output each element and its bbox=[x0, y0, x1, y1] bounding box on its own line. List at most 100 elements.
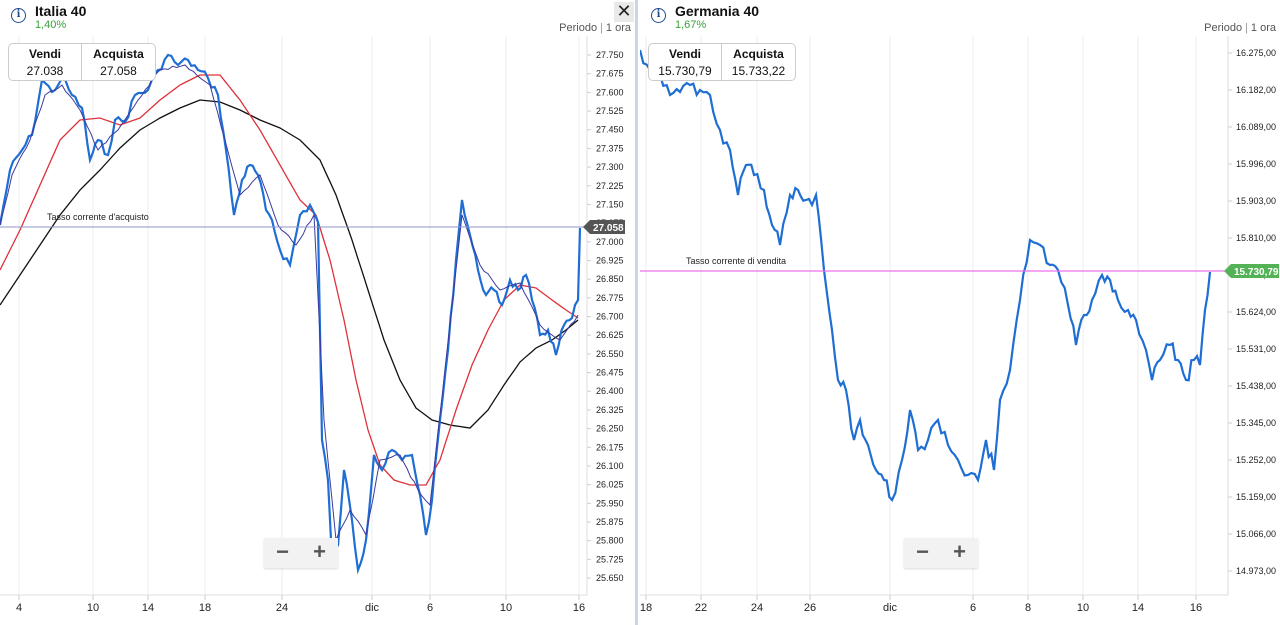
sell-button[interactable]: Vendi 15.730,79 bbox=[649, 44, 721, 80]
moving-average-black bbox=[0, 99, 579, 429]
y-tick-label: 27.225 bbox=[596, 181, 624, 191]
buy-button[interactable]: Acquista 27.058 bbox=[82, 44, 155, 80]
period-value[interactable]: 1 ora bbox=[1250, 22, 1276, 34]
y-tick-label: 26.700 bbox=[596, 312, 624, 322]
y-tick-label: 15.066,00 bbox=[1236, 529, 1276, 539]
rate-line-label: Tasso corrente di vendita bbox=[686, 256, 786, 266]
y-tick-label: 26.625 bbox=[596, 330, 624, 340]
sell-value: 15.730,79 bbox=[658, 64, 712, 78]
sell-button[interactable]: Vendi 27.038 bbox=[9, 44, 81, 80]
x-tick-label: 16 bbox=[1190, 602, 1202, 614]
zoom-in-button[interactable]: + bbox=[313, 539, 326, 564]
x-tick-label: 26 bbox=[804, 602, 816, 614]
period-selector[interactable]: Periodo | 1 ora bbox=[1204, 22, 1276, 34]
x-tick-label: 6 bbox=[427, 602, 433, 614]
y-tick-label: 16.182,00 bbox=[1236, 85, 1276, 95]
x-tick-label: dic bbox=[883, 602, 898, 614]
chart-panel-germania-40: i Germania 40 1,67% Periodo | 1 ora Tasso … bbox=[640, 0, 1280, 625]
y-tick-label: 27.750 bbox=[596, 50, 624, 60]
change-percent: 1,40% bbox=[35, 19, 67, 31]
info-icon[interactable]: i bbox=[11, 8, 26, 23]
y-tick-label: 27.600 bbox=[596, 87, 624, 97]
y-tick-label: 27.300 bbox=[596, 162, 624, 172]
instrument-title: Italia 40 bbox=[35, 3, 87, 19]
y-tick-label: 25.800 bbox=[596, 536, 624, 546]
price-line bbox=[640, 49, 1212, 502]
zoom-in-button[interactable]: + bbox=[953, 539, 966, 564]
current-rate-tag: 27.058 bbox=[583, 220, 625, 234]
x-tick-label: 18 bbox=[199, 602, 211, 614]
price-line bbox=[0, 53, 582, 575]
x-tick-label: 10 bbox=[87, 602, 99, 614]
y-tick-label: 27.525 bbox=[596, 106, 624, 116]
panel-header: i Germania 40 1,67% Periodo | 1 ora bbox=[640, 0, 1280, 36]
change-percent: 1,67% bbox=[675, 19, 707, 31]
close-button[interactable]: ✕ bbox=[614, 2, 634, 22]
x-tick-label: 8 bbox=[1025, 602, 1031, 614]
x-tick-label: 16 bbox=[573, 602, 585, 614]
y-tick-label: 15.159,00 bbox=[1236, 492, 1276, 502]
buy-button[interactable]: Acquista 15.733,22 bbox=[722, 44, 795, 80]
y-tick-label: 27.675 bbox=[596, 69, 624, 79]
sell-value: 27.038 bbox=[26, 64, 64, 78]
y-tick-label: 27.375 bbox=[596, 143, 624, 153]
chart-panel-italia-40: i Italia 40 1,40% ✕ Periodo | 1 ora Tasso … bbox=[0, 0, 638, 625]
instrument-title: Germania 40 bbox=[675, 3, 760, 19]
y-tick-label: 27.000 bbox=[596, 237, 624, 247]
price-chart[interactable]: Tasso corrente d'acquisto 27.750 27.675 27… bbox=[0, 0, 636, 625]
x-tick-label: 6 bbox=[970, 602, 976, 614]
buy-label: Acquista bbox=[93, 47, 144, 61]
y-tick-label: 26.250 bbox=[596, 424, 624, 434]
y-tick-label: 25.875 bbox=[596, 517, 624, 527]
sell-label: Vendi bbox=[668, 47, 701, 61]
rate-tag-value: 15.730,79 bbox=[1234, 267, 1279, 278]
sell-label: Vendi bbox=[28, 47, 61, 61]
panel-header: i Italia 40 1,40% ✕ Periodo | 1 ora bbox=[0, 0, 635, 36]
y-tick-label: 26.400 bbox=[596, 386, 624, 396]
x-tick-label: 14 bbox=[142, 602, 154, 614]
period-selector[interactable]: Periodo | 1 ora bbox=[559, 22, 631, 34]
y-tick-label: 16.089,00 bbox=[1236, 122, 1276, 132]
info-icon[interactable]: i bbox=[651, 8, 666, 23]
y-tick-label: 26.925 bbox=[596, 255, 624, 265]
y-tick-label: 26.550 bbox=[596, 349, 624, 359]
x-tick-label: 10 bbox=[500, 602, 512, 614]
rate-tag-value: 27.058 bbox=[593, 223, 624, 234]
y-tick-label: 15.624,00 bbox=[1236, 307, 1276, 317]
y-tick-label: 15.345,00 bbox=[1236, 418, 1276, 428]
zoom-controls: − + bbox=[904, 538, 978, 568]
period-label: Periodo bbox=[559, 22, 598, 34]
y-tick-label: 26.475 bbox=[596, 368, 624, 378]
zoom-out-button[interactable]: − bbox=[916, 539, 929, 564]
y-tick-label: 15.438,00 bbox=[1236, 381, 1276, 391]
x-tick-label: 4 bbox=[16, 602, 22, 614]
quote-box: Vendi 27.038 Acquista 27.058 bbox=[8, 43, 156, 81]
x-tick-label: 22 bbox=[695, 602, 707, 614]
y-tick-label: 26.100 bbox=[596, 461, 624, 471]
period-value[interactable]: 1 ora bbox=[605, 22, 631, 34]
x-tick-label: 24 bbox=[751, 602, 763, 614]
period-label: Periodo bbox=[1204, 22, 1243, 34]
current-rate-tag: 15.730,79 bbox=[1224, 264, 1279, 278]
y-tick-label: 15.996,00 bbox=[1236, 159, 1276, 169]
y-tick-label: 27.450 bbox=[596, 125, 624, 135]
quote-box: Vendi 15.730,79 Acquista 15.733,22 bbox=[648, 43, 796, 81]
zoom-out-button[interactable]: − bbox=[276, 539, 289, 564]
y-tick-label: 14.973,00 bbox=[1236, 566, 1276, 576]
y-tick-label: 27.150 bbox=[596, 199, 624, 209]
y-tick-label: 15.810,00 bbox=[1236, 233, 1276, 243]
price-chart[interactable]: Tasso corrente di vendita 16.275,00 16.18… bbox=[640, 0, 1280, 625]
rate-line-label: Tasso corrente d'acquisto bbox=[47, 212, 149, 222]
moving-average-red bbox=[0, 74, 579, 486]
y-tick-label: 16.275,00 bbox=[1236, 48, 1276, 58]
moving-average-fast bbox=[0, 64, 579, 541]
y-tick-label: 25.725 bbox=[596, 554, 624, 564]
zoom-controls: − + bbox=[264, 538, 338, 568]
y-tick-label: 15.252,00 bbox=[1236, 455, 1276, 465]
y-tick-label: 26.850 bbox=[596, 274, 624, 284]
x-tick-label: dic bbox=[365, 602, 380, 614]
y-tick-label: 15.903,00 bbox=[1236, 196, 1276, 206]
x-tick-label: 24 bbox=[276, 602, 288, 614]
buy-label: Acquista bbox=[733, 47, 784, 61]
y-tick-label: 26.175 bbox=[596, 442, 624, 452]
